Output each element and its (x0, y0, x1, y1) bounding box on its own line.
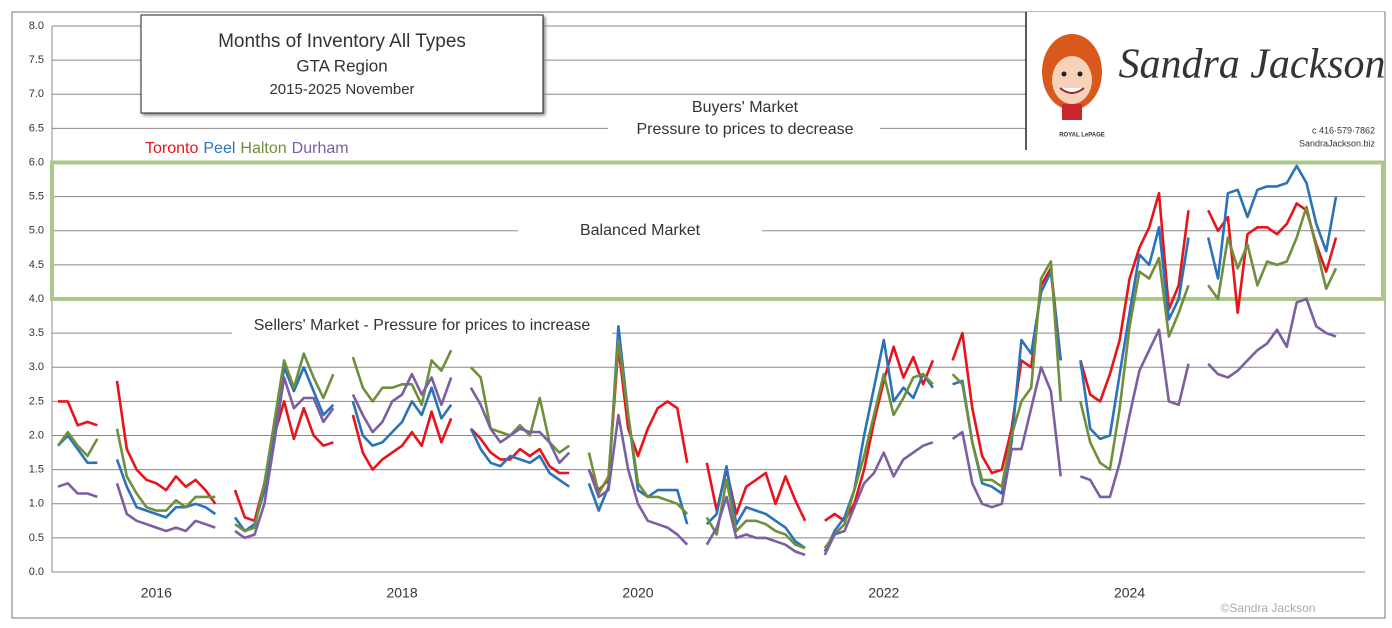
series-line (57, 297, 1337, 557)
y-tick-label: 0.5 (29, 532, 44, 544)
annotation-bg (232, 314, 612, 338)
x-tick-label: 2024 (1114, 585, 1145, 601)
series-line (56, 205, 1338, 550)
brokerage: ROYAL LePAGE (1059, 133, 1105, 139)
y-tick-label: 8.0 (29, 20, 44, 32)
annotation: Sellers' Market - Pressure for prices to… (254, 317, 591, 334)
phone: c 416·579·7862 (1312, 125, 1375, 135)
annotation-bg (518, 220, 762, 242)
y-tick-label: 6.0 (29, 156, 44, 168)
caricature (1042, 34, 1102, 120)
overlays: Months of Inventory All Types GTA Region… (140, 12, 1386, 615)
y-tick-label: 2.5 (29, 395, 44, 407)
y-tick-label: 0.0 (29, 566, 44, 578)
legend-entry: Peel (203, 140, 235, 157)
legend-entry: Halton (240, 140, 286, 157)
y-tick-label: 4.5 (29, 259, 44, 271)
legend-entry: Toronto (145, 140, 198, 157)
y-tick-label: 6.5 (29, 122, 44, 134)
y-tick-label: 1.0 (29, 498, 44, 510)
series-line (58, 191, 1338, 523)
signature: Sandra Jackson (1118, 42, 1385, 88)
y-tick-label: 1.5 (29, 464, 44, 476)
x-tick-label: 2018 (386, 585, 417, 601)
chart-title: Months of Inventory All Types (218, 31, 466, 52)
plot (50, 160, 1385, 557)
website: SandraJackson.biz (1299, 138, 1376, 148)
legend: Toronto Peel Halton Durham (145, 140, 349, 157)
balanced-band (50, 160, 1385, 301)
y-tick-label: 3.5 (29, 327, 44, 339)
x-tick-label: 2022 (868, 585, 899, 601)
subtitle: 2015-2025 November (269, 81, 414, 98)
y-tick-label: 2.0 (29, 429, 44, 441)
y-tick-label: 5.0 (29, 225, 44, 237)
subtitle: GTA Region (296, 56, 387, 75)
y-tick-label: 5.5 (29, 191, 44, 203)
x-tick-label: 2016 (141, 585, 172, 601)
annotation: Buyers' Market (692, 99, 799, 116)
annotation: Pressure to prices to decrease (637, 121, 854, 138)
legend-entry: Durham (292, 140, 349, 157)
y-tick-label: 4.0 (29, 293, 44, 305)
annotation: Balanced Market (580, 222, 701, 239)
annotation-bg (608, 95, 880, 143)
y-tick-label: 7.0 (29, 88, 44, 100)
x-tick-label: 2020 (622, 585, 653, 601)
title-box (140, 14, 544, 114)
y-tick-label: 7.5 (29, 54, 44, 66)
y-tick-label: 3.0 (29, 361, 44, 373)
copyright: ©Sandra Jackson (1221, 601, 1316, 615)
